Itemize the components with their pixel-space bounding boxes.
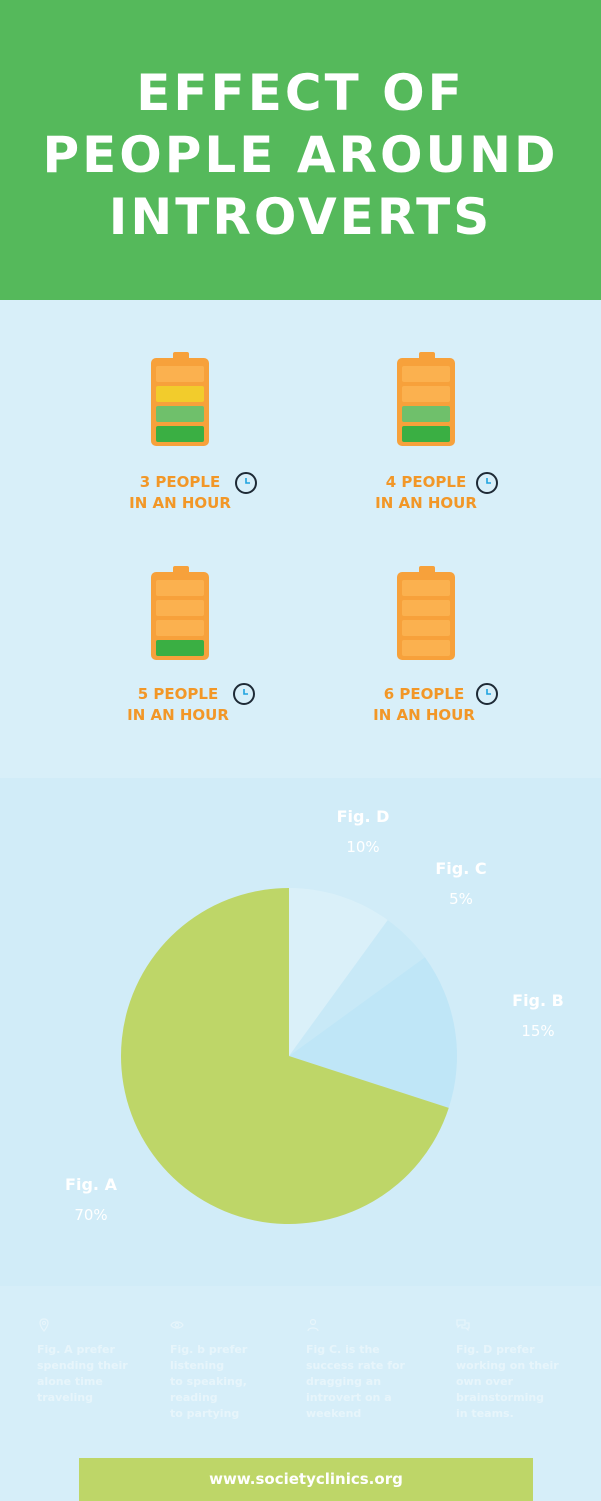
battery-body	[151, 358, 209, 446]
battery-segment	[402, 366, 450, 382]
battery-icon-4-people	[397, 352, 455, 448]
pie-label-fig-d: Fig. D 10%	[318, 806, 408, 858]
battery-icon-6-people	[397, 566, 455, 662]
clock-icon	[235, 472, 257, 494]
caption-line-1: 6 PEOPLE	[383, 685, 465, 703]
note-fig-b: Fig. b prefer listening to speaking, rea…	[170, 1318, 290, 1422]
battery-caption-6-people: 6 PEOPLE IN AN HOUR	[334, 684, 514, 726]
battery-segment	[156, 406, 204, 422]
pie-slice-fig-b	[289, 957, 457, 1108]
page-title: EFFECT OF PEOPLE AROUND INTROVERTS	[0, 62, 601, 248]
note-text: Fig. D prefer working on their own over …	[456, 1343, 559, 1420]
title-line-3: INTROVERTS	[108, 188, 493, 246]
clock-icon	[233, 683, 255, 705]
battery-segment	[402, 600, 450, 616]
battery-segment	[402, 406, 450, 422]
battery-section	[0, 300, 601, 778]
slice-name: Fig. B	[512, 991, 564, 1010]
caption-line-2: IN AN HOUR	[127, 706, 229, 724]
pie-chart	[121, 888, 457, 1224]
caption-line-1: 4 PEOPLE	[385, 473, 467, 491]
battery-body	[151, 572, 209, 660]
footer-bar: www.societyclinics.org	[79, 1458, 533, 1501]
battery-segment	[402, 580, 450, 596]
note-fig-a: Fig. A prefer spending their alone time …	[37, 1318, 157, 1406]
caption-line-1: 3 PEOPLE	[139, 473, 221, 491]
note-fig-d: Fig. D prefer working on their own over …	[456, 1318, 576, 1422]
slice-name: Fig. C	[435, 859, 487, 878]
note-text: Fig C. is the success rate for dragging …	[306, 1343, 405, 1420]
footer-link[interactable]: www.societyclinics.org	[209, 1470, 403, 1488]
pie-label-fig-c: Fig. C 5%	[416, 858, 506, 910]
slice-percent: 70%	[74, 1206, 108, 1224]
battery-cap	[173, 352, 189, 360]
pie-label-fig-b: Fig. B 15%	[493, 990, 583, 1042]
caption-line-1: 5 PEOPLE	[137, 685, 219, 703]
battery-cap	[419, 352, 435, 360]
battery-caption-3-people: 3 PEOPLE IN AN HOUR	[90, 472, 270, 514]
caption-line-2: IN AN HOUR	[129, 494, 231, 512]
battery-cap	[419, 566, 435, 574]
slice-name: Fig. D	[336, 807, 390, 826]
battery-body	[397, 572, 455, 660]
battery-segment	[156, 426, 204, 442]
battery-icon-3-people	[151, 352, 209, 448]
battery-caption-5-people: 5 PEOPLE IN AN HOUR	[88, 684, 268, 726]
person-icon	[307, 1318, 319, 1332]
battery-segment	[156, 640, 204, 656]
pie-label-fig-a: Fig. A 70%	[46, 1174, 136, 1226]
caption-line-2: IN AN HOUR	[375, 494, 477, 512]
caption-line-2: IN AN HOUR	[373, 706, 475, 724]
slice-percent: 5%	[449, 890, 473, 908]
battery-segment	[402, 640, 450, 656]
pie-slice-fig-d	[289, 888, 388, 1056]
battery-body	[397, 358, 455, 446]
battery-segment	[402, 426, 450, 442]
pie-slice-fig-c	[289, 920, 425, 1056]
battery-segment	[156, 366, 204, 382]
slice-percent: 10%	[346, 838, 380, 856]
battery-cap	[173, 566, 189, 574]
battery-segment	[156, 580, 204, 596]
battery-segment	[156, 620, 204, 636]
slice-name: Fig. A	[65, 1175, 117, 1194]
chat-bubbles-icon	[456, 1319, 470, 1332]
pie-slice-fig-a	[121, 888, 449, 1224]
battery-icon-5-people	[151, 566, 209, 662]
slice-percent: 15%	[521, 1022, 555, 1040]
battery-segment	[156, 386, 204, 402]
note-fig-c: Fig C. is the success rate for dragging …	[306, 1318, 426, 1422]
note-text: Fig. b prefer listening to speaking, rea…	[170, 1343, 248, 1420]
battery-segment	[156, 600, 204, 616]
map-pin-icon	[39, 1318, 49, 1332]
note-text: Fig. A prefer spending their alone time …	[37, 1343, 128, 1404]
header-banner: EFFECT OF PEOPLE AROUND INTROVERTS	[0, 0, 601, 300]
clock-icon	[476, 683, 498, 705]
clock-icon	[476, 472, 498, 494]
title-line-1: EFFECT OF	[136, 64, 465, 122]
battery-caption-4-people: 4 PEOPLE IN AN HOUR	[336, 472, 516, 514]
title-line-2: PEOPLE AROUND	[42, 126, 559, 184]
battery-segment	[402, 620, 450, 636]
battery-segment	[402, 386, 450, 402]
eye-icon	[170, 1321, 184, 1329]
